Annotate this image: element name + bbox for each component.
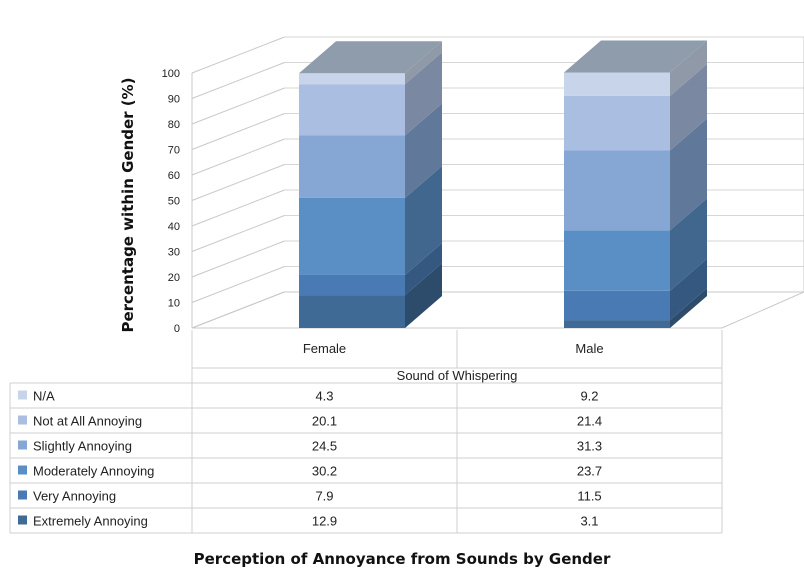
bar-top-female [299,41,442,74]
gridline-side-9 [191,62,285,99]
bar-side-male-0 [670,288,707,328]
bar-female-4 [299,84,405,136]
bar-side-male-2 [670,198,707,291]
y-tick-label-2: 20 [168,272,180,284]
bar-side-female-5 [405,41,442,85]
legend-swatch-1 [18,415,27,425]
bar-female-2 [299,197,405,275]
x-tick-label-male: Male [575,341,603,356]
bar-side-female-4 [405,52,442,136]
gridline-side-2 [191,240,285,278]
bar-side-male-4 [670,63,707,151]
y-axis-label: Percentage within Gender (%) [119,77,137,333]
legend-swatch-3 [18,465,27,475]
gridline-side-10 [191,36,285,74]
legend-swatch-4 [18,490,27,500]
gridline-side-1 [191,266,285,303]
legend-swatch-0 [18,390,27,400]
y-tick-label-0: 0 [174,323,180,335]
data-label-4-0: 7.9 [315,489,333,504]
bar-male-1 [564,290,670,321]
x-tick-label-female: Female [303,341,346,356]
legend-swatch-5 [18,515,27,525]
y-tick-label-10: 100 [162,68,180,80]
bar-side-female-2 [405,165,442,275]
data-label-1-0: 20.1 [312,414,337,429]
legend-label-5: Extremely Annoying [33,514,148,529]
gridline-side-8 [191,87,285,125]
data-label-5-1: 3.1 [580,514,598,529]
x-axis-label: Sound of Whispering [397,368,518,383]
legend-label-4: Very Annoying [33,489,116,504]
y-tick-label-6: 60 [168,170,180,182]
y-tick-label-9: 90 [168,94,180,106]
bar-female-3 [299,135,405,198]
legend-label-2: Slightly Annoying [33,439,132,454]
bar-side-male-3 [670,118,707,231]
chart-title: Perception of Annoyance from Sounds by G… [193,550,611,568]
y-tick-label-5: 50 [168,196,180,208]
bar-side-female-1 [405,242,442,296]
data-label-0-0: 4.3 [315,389,333,404]
bar-side-female-0 [405,263,442,328]
chart-floor [191,291,804,329]
y-tick-label-4: 40 [168,221,180,233]
bar-side-male-5 [670,40,707,96]
bar-top-male [564,40,707,73]
gridline-side-7 [191,113,285,150]
data-label-3-1: 23.7 [577,464,602,479]
bar-male-0 [564,320,670,328]
y-tick-label-3: 30 [168,247,180,259]
bar-male-3 [564,150,670,231]
gridline-side-6 [191,138,285,176]
y-tick-label-7: 70 [168,145,180,157]
bar-male-2 [564,230,670,291]
data-label-0-1: 9.2 [580,389,598,404]
gridline-side-4 [191,189,285,227]
legend-label-3: Moderately Annoying [33,464,154,479]
legend-label-0: N/A [33,389,55,404]
data-label-2-1: 31.3 [577,439,602,454]
legend-label-1: Not at All Annoying [33,414,142,429]
bar-side-female-3 [405,103,442,198]
data-label-2-0: 24.5 [312,439,337,454]
bar-female-5 [299,73,405,85]
gridline-side-3 [191,215,285,252]
data-label-4-1: 11.5 [577,489,601,504]
data-label-1-1: 21.4 [577,414,602,429]
bar-female-0 [299,295,405,328]
legend-swatch-2 [18,440,27,450]
gridline-side-5 [191,164,285,201]
bar-male-4 [564,95,670,151]
data-label-3-0: 30.2 [312,464,337,479]
data-label-5-0: 12.9 [312,514,337,529]
bar-side-male-1 [670,258,707,321]
bar-female-1 [299,274,405,296]
y-tick-label-8: 80 [168,119,180,131]
y-tick-label-1: 10 [168,298,180,310]
bar-male-5 [564,72,670,96]
